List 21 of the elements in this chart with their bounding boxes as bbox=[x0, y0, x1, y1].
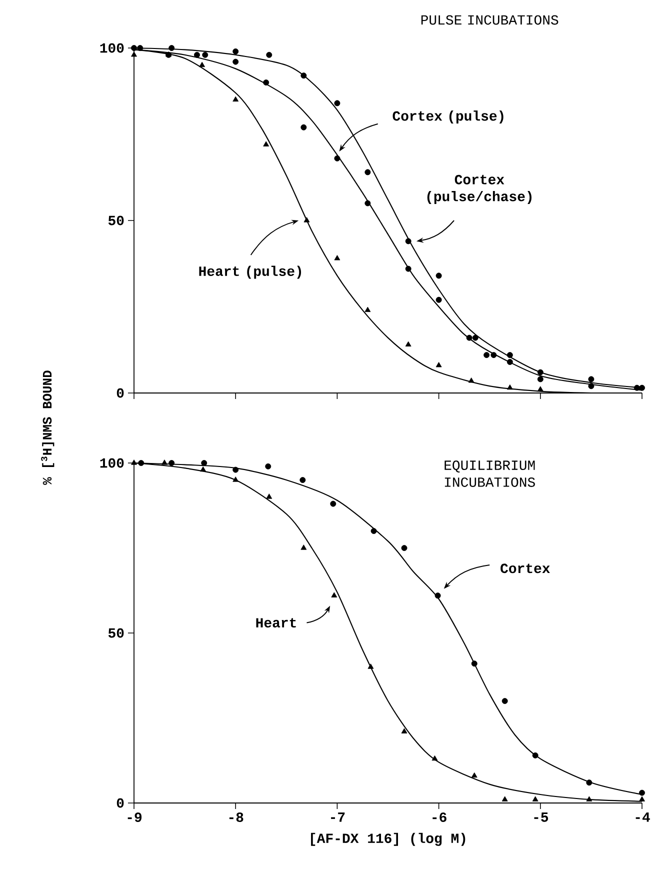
y-tick-label: 100 bbox=[100, 43, 124, 53]
y-tick-label: 0 bbox=[116, 798, 124, 808]
legend-label: Cortex bbox=[500, 564, 550, 574]
y-tick-label: 100 bbox=[100, 458, 124, 468]
y-tick-label: 0 bbox=[116, 388, 124, 398]
x-tick-label: -5 bbox=[534, 812, 548, 822]
text: Heart bbox=[256, 618, 296, 628]
text: Cortex (pulse/chase) bbox=[427, 174, 532, 204]
chart-title: PULSE INCUBATIONS bbox=[421, 15, 558, 25]
y-tick-label: 50 bbox=[108, 628, 124, 638]
legend-label: Heart (pulse) bbox=[199, 266, 302, 279]
y-axis-title: % [$^{3}$H]NMS BOUND bbox=[41, 370, 54, 485]
chart-title: EQUILIBRIUM INCUBATIONS bbox=[444, 460, 535, 487]
x-tick-label: -7 bbox=[331, 812, 345, 822]
x-tick-label: -6 bbox=[432, 812, 446, 822]
x-tick-label: -9 bbox=[128, 812, 142, 822]
text: Cortex (pulse) bbox=[392, 110, 504, 124]
x-axis-title: [AF-DX 116] (log M) bbox=[311, 832, 466, 846]
y-tick-label: 50 bbox=[108, 216, 124, 226]
x-tick-label: -8 bbox=[229, 812, 244, 822]
x-tick-label: -4 bbox=[636, 812, 650, 822]
